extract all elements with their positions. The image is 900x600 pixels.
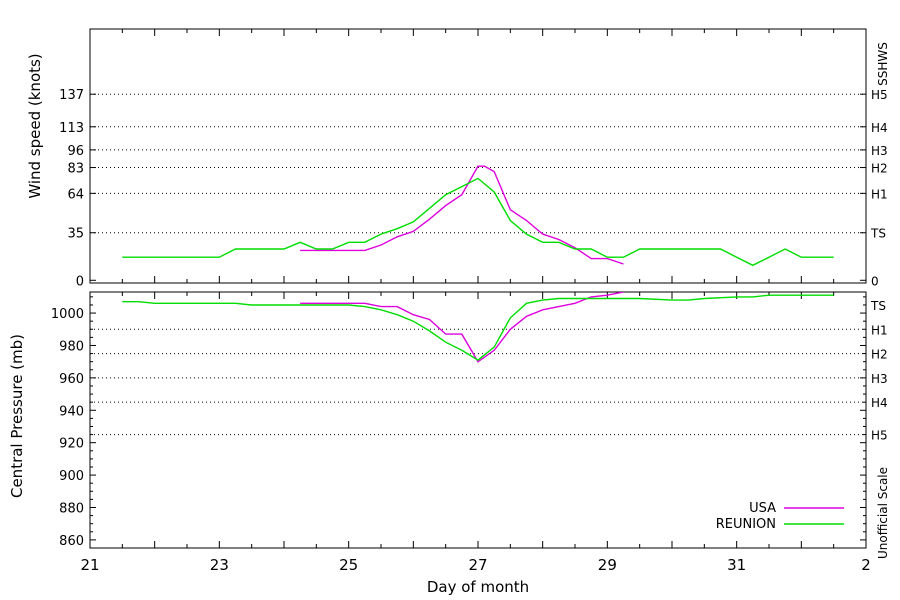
wind-right-label-4: H3 [871, 144, 888, 158]
pressure-ytick-label-4: 940 [59, 404, 84, 419]
wind-ytick-label-3: 83 [67, 162, 84, 177]
x-axis-title: Day of month [427, 578, 529, 596]
x-tick-label-4: 29 [598, 556, 617, 574]
x-tick-label-1: 23 [210, 556, 229, 574]
pressure-series-usa-line [300, 292, 624, 363]
pressure-right-axis-title: Unofficial Scale [876, 467, 890, 559]
x-tick-label-6: 2 [861, 556, 871, 574]
wind-ytick-label-4: 96 [67, 144, 84, 159]
pressure-right-label-1: H1 [871, 323, 888, 337]
legend-label-usa: USA [749, 501, 776, 516]
pressure-ytick-label-6: 980 [59, 339, 84, 354]
wind-ytick-label-5: 113 [59, 121, 84, 136]
wind-series-reunion-line [122, 177, 834, 267]
wind-right-axis-title: SSHWS [876, 42, 890, 86]
wind-y-axis-title: Wind speed (knots) [26, 53, 44, 198]
pressure-ytick-label-5: 960 [59, 372, 84, 387]
pressure-ytick-label-0: 860 [59, 534, 84, 549]
pressure-ytick-label-1: 880 [59, 501, 84, 516]
wind-right-label-6: H5 [871, 88, 888, 102]
wind-right-label-0: 0 [871, 274, 879, 288]
wind-panel: 0 35 64 83 96 113 137 0 TS H1 H2 H3 H4 H5 SSHWS Wind sp… [26, 28, 890, 289]
pressure-right-label-2: H2 [871, 348, 888, 362]
pressure-ytick-label-3: 920 [59, 437, 84, 452]
pressure-y-axis-title: Central Pressure (mb) [8, 334, 26, 498]
legend-label-reunion: REUNION [716, 517, 776, 532]
pressure-panel: 860 880 900 920 940 960 980 1000 TS H1 H2 H3 H4 H5 Uno… [8, 291, 890, 559]
pressure-right-label-4: H4 [871, 396, 888, 410]
wind-ytick-label-0: 0 [76, 274, 84, 289]
x-tick-label-5: 31 [727, 556, 746, 574]
pressure-ytick-label-7: 1000 [51, 307, 84, 322]
x-tick-label-3: 27 [468, 556, 487, 574]
wind-right-label-2: H1 [871, 187, 888, 201]
wind-ytick-label-1: 35 [67, 227, 84, 242]
wind-right-label-5: H4 [871, 121, 888, 135]
pressure-ytick-label-2: 900 [59, 469, 84, 484]
pressure-right-label-5: H5 [871, 429, 888, 443]
wind-right-label-1: TS [870, 227, 886, 241]
pressure-right-label-3: H3 [871, 372, 888, 386]
wind-plot-frame [89, 28, 867, 284]
x-tick-label-0: 21 [80, 556, 99, 574]
wind-ytick-label-2: 64 [67, 187, 84, 202]
pressure-right-label-0: TS [870, 299, 886, 313]
wind-right-label-3: H2 [871, 162, 888, 176]
wind-ytick-label-6: 137 [59, 88, 84, 103]
pressure-series-reunion-line [122, 294, 834, 361]
x-tick-label-2: 25 [339, 556, 358, 574]
wind-series-usa-line [300, 165, 624, 265]
